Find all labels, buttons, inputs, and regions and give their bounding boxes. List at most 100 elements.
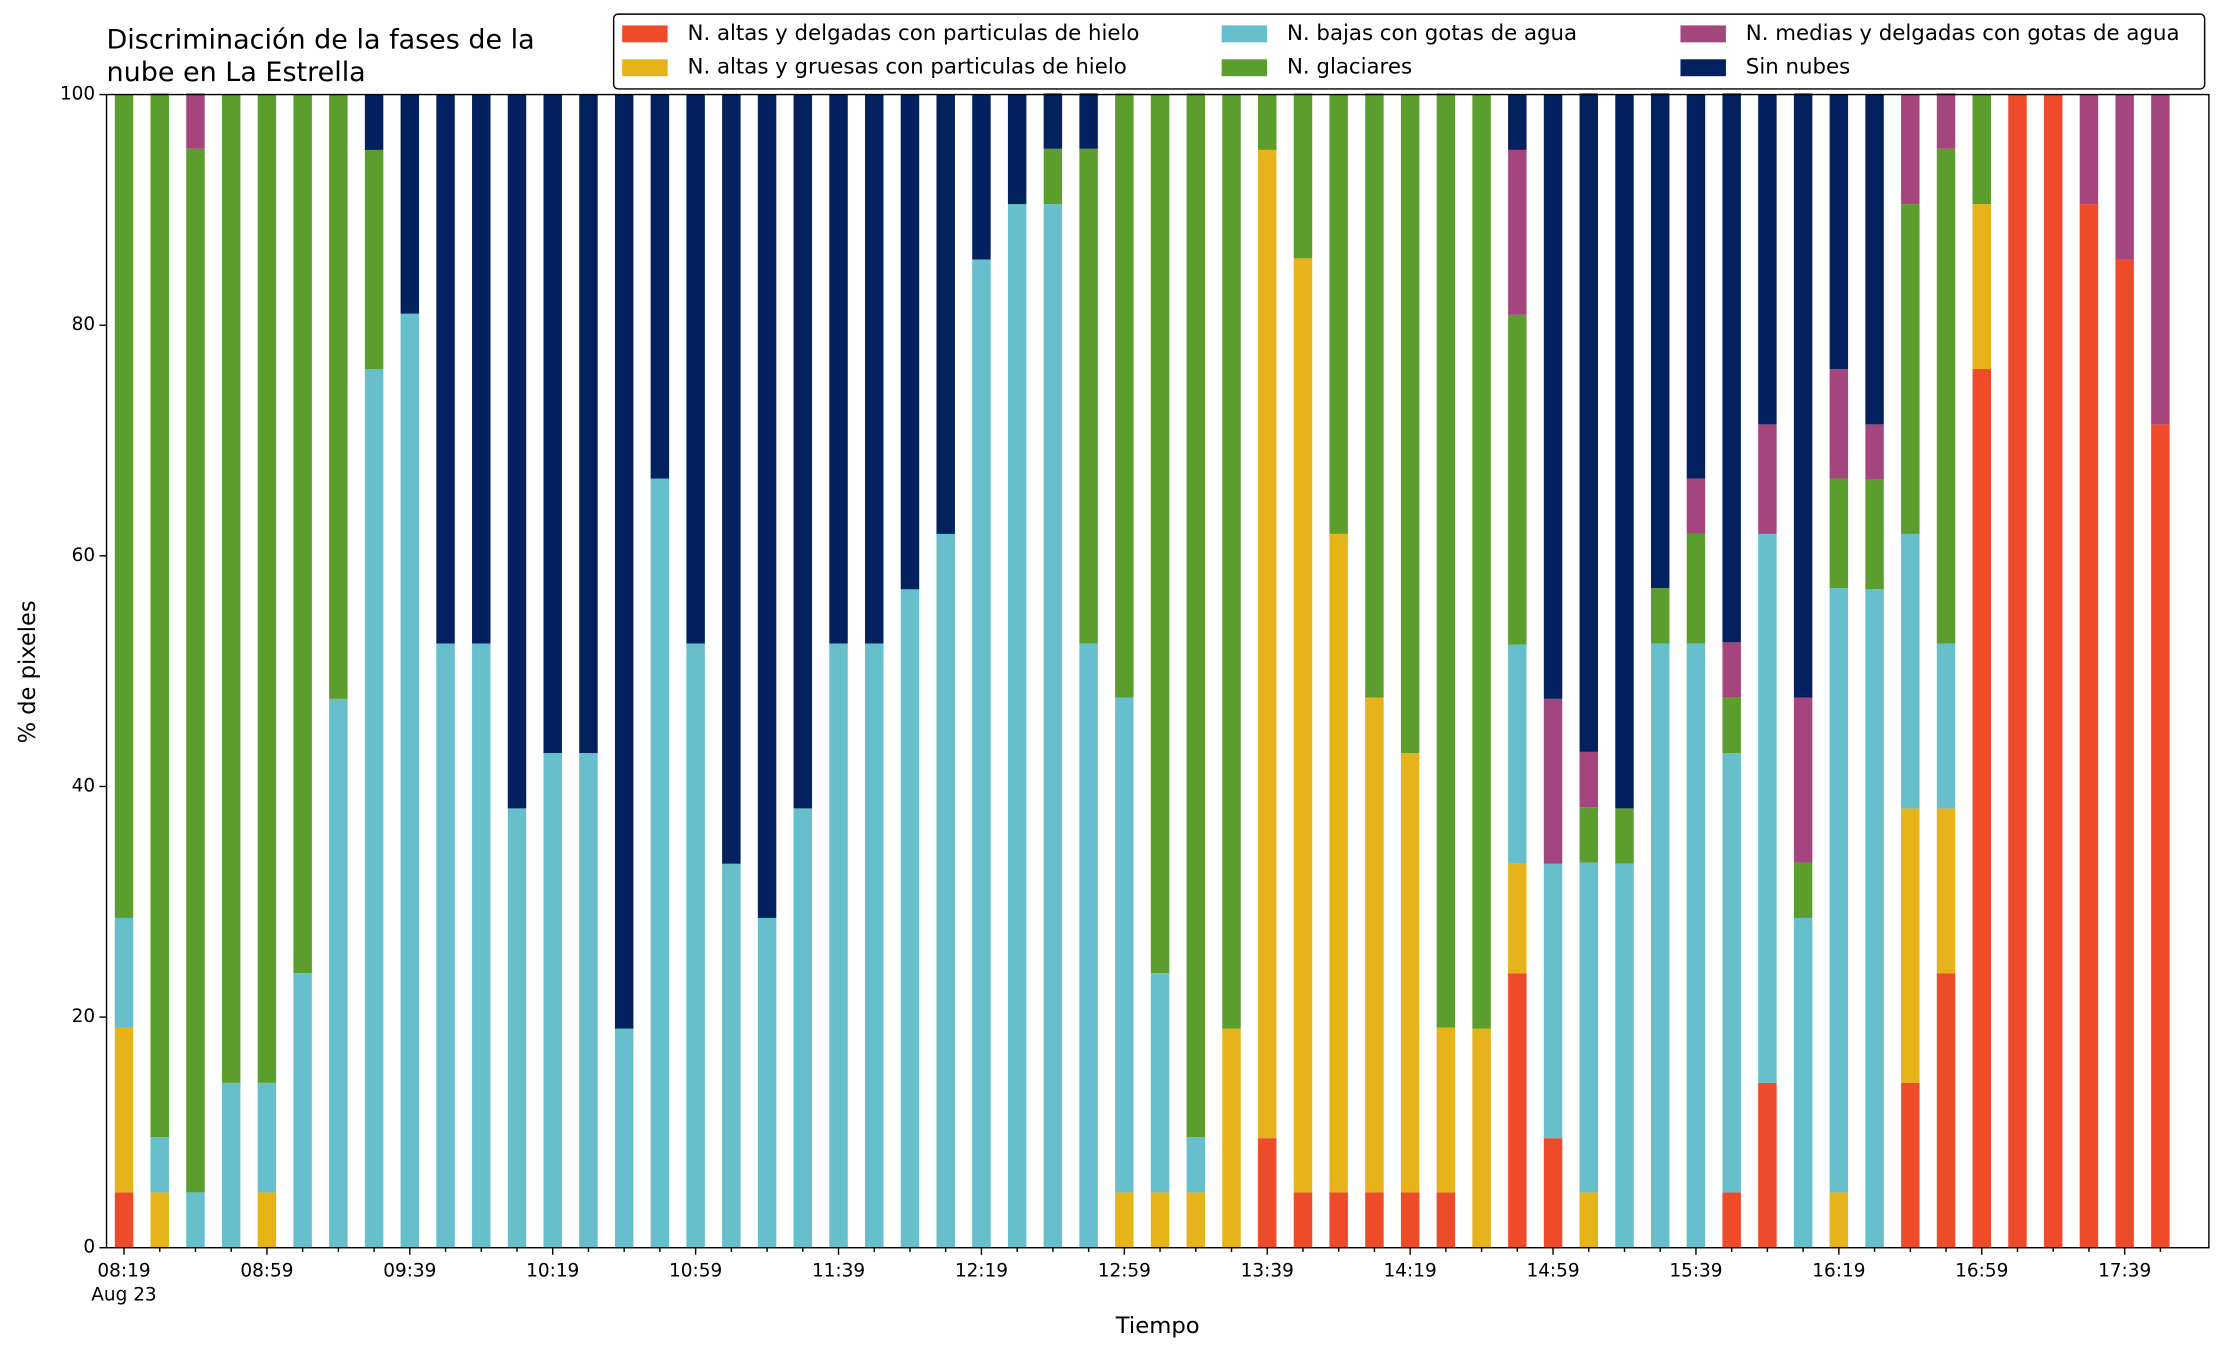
bar-segment — [1793, 697, 1813, 863]
bar-segment — [1007, 204, 1027, 1248]
bar-segment — [793, 808, 813, 1248]
bar-segment — [1579, 93, 1599, 752]
bar-segment — [2079, 204, 2099, 1248]
bar-segment — [972, 94, 991, 260]
bar-segment — [1615, 863, 1634, 1248]
bar-segment — [865, 643, 884, 1248]
bar-segment — [1650, 643, 1670, 1248]
legend-label: N. glaciares — [1287, 55, 1412, 80]
bar-segment — [579, 753, 598, 1248]
bar-segment — [1472, 1028, 1491, 1248]
bar-segment — [1901, 808, 1920, 1083]
bar-segment — [1829, 478, 1849, 589]
bar-segment — [114, 1192, 134, 1248]
y-axis-label: % de pixeles — [15, 600, 41, 743]
legend-label: N. altas y delgadas con particulas de hi… — [688, 21, 1140, 46]
bar-segment — [1901, 1082, 1920, 1248]
bar-segment — [722, 94, 741, 864]
bar-segment — [1436, 1027, 1456, 1193]
bar-segment — [1186, 93, 1206, 1138]
bar-segment — [1972, 369, 1991, 1248]
bar-segment — [329, 698, 348, 1248]
bar-segment — [1793, 93, 1813, 698]
legend-label: Sin nubes — [1746, 55, 1850, 80]
bar-segment — [1901, 533, 1920, 809]
bar-segment — [1793, 917, 1813, 1248]
bar-segment — [579, 94, 598, 754]
bar-segment — [1115, 93, 1134, 698]
bar-segment — [1972, 94, 1991, 205]
legend-swatch — [622, 25, 668, 43]
bar-segment — [1686, 94, 1706, 479]
bar-segment — [1936, 973, 1956, 1248]
bar-segment — [2079, 94, 2099, 205]
bar-segment — [2151, 424, 2170, 1248]
legend-swatch — [1680, 25, 1726, 43]
bar-segment — [507, 808, 527, 1248]
bar-segment — [293, 973, 312, 1248]
x-tick-label: 15:39 — [1669, 1261, 1722, 1282]
bar-segment — [150, 93, 169, 1138]
bar-segment — [1722, 753, 1741, 1193]
bar-segment — [1936, 643, 1956, 809]
bar-segment — [1758, 1082, 1777, 1248]
bar-segment — [614, 94, 634, 1029]
x-axis-label: Tiempo — [1115, 1313, 1200, 1339]
bar-segment — [186, 148, 205, 1193]
bar-segment — [829, 643, 848, 1248]
legend-frame — [612, 13, 2206, 90]
legend-swatch — [1221, 25, 1268, 43]
bar-segment — [150, 1137, 169, 1193]
bar-segment — [1258, 1138, 1277, 1248]
bar-segment — [1043, 93, 1063, 149]
bar-segment — [436, 643, 455, 1248]
bar-segment — [1436, 1192, 1456, 1248]
x-tick-label: 14:19 — [1384, 1261, 1437, 1282]
bar-segment — [221, 1082, 241, 1248]
bar-segment — [1722, 1192, 1741, 1248]
bar-segment — [114, 94, 134, 918]
bar-segment — [472, 643, 491, 1248]
bar-segment — [543, 753, 562, 1248]
x-tick-label: 12:19 — [955, 1261, 1008, 1282]
bar-segment — [829, 94, 848, 644]
bar-segment — [507, 94, 527, 809]
x-tick-label: 12:59 — [1098, 1261, 1151, 1282]
bar-segment — [1686, 643, 1706, 1248]
bar-segment — [1222, 94, 1241, 1029]
bar-segment — [722, 863, 741, 1248]
bar-segment — [1186, 1192, 1206, 1248]
bar-segment — [1865, 479, 1884, 590]
bar-segment — [900, 94, 920, 590]
bar-segment — [293, 94, 312, 974]
bar-segment — [1936, 808, 1956, 974]
bar-segment — [150, 1192, 169, 1248]
bar-segment — [793, 94, 813, 809]
bar-segment — [2043, 94, 2063, 1248]
bar-segment — [1758, 533, 1777, 1083]
bar-segment — [650, 94, 670, 479]
bar-segment — [1758, 424, 1777, 534]
chart-title: Discriminación de la fases de la — [107, 24, 535, 55]
bar-segment — [1293, 258, 1313, 1193]
x-tick-label: 16:19 — [1812, 1261, 1865, 1282]
bar-segment — [1115, 1192, 1134, 1248]
bar-segment — [1436, 93, 1456, 1028]
bar-segment — [1579, 751, 1599, 808]
bar-segment — [1758, 94, 1777, 425]
bar-segment — [114, 1027, 134, 1193]
bar-segment — [186, 93, 205, 149]
bar-segment — [1079, 643, 1098, 1248]
y-tick-label: 20 — [72, 1006, 95, 1027]
bar-segment — [543, 94, 562, 754]
bar-segment — [1829, 94, 1849, 370]
x-tick-label: 08:59 — [240, 1261, 293, 1282]
y-tick-label: 40 — [72, 775, 95, 796]
x-tick-label: 14:59 — [1526, 1261, 1579, 1282]
chart-title: nube en La Estrella — [107, 57, 366, 88]
bar-segment — [1329, 1192, 1348, 1248]
legend-swatch — [1221, 59, 1268, 77]
bar-segment — [1543, 94, 1563, 699]
bar-segment — [1150, 94, 1170, 974]
